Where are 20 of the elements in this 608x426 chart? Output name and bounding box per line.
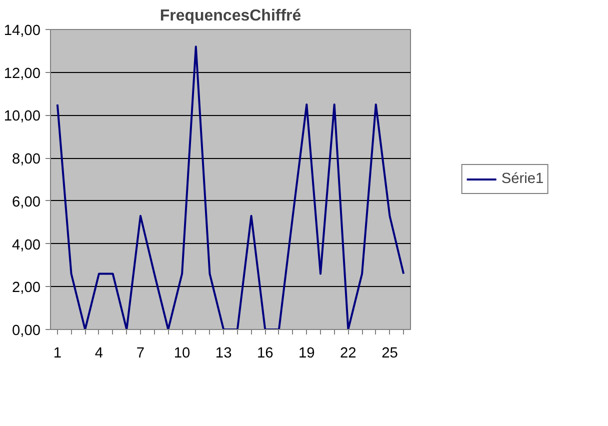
x-tick-label: 16 bbox=[256, 346, 274, 362]
x-tick-label: 1 bbox=[53, 346, 62, 362]
y-tick-label: 8,00 bbox=[12, 152, 41, 168]
y-tick-label: 10,00 bbox=[4, 108, 41, 125]
y-tick-label: 14,00 bbox=[4, 23, 41, 39]
x-tick-label: 25 bbox=[382, 346, 398, 362]
y-tick-label: 0,00 bbox=[12, 323, 41, 339]
legend-label: Série1 bbox=[501, 171, 544, 187]
x-tick-label: 4 bbox=[94, 346, 104, 362]
x-tick-label: 7 bbox=[136, 346, 145, 362]
chart-title: FrequencesChiffré bbox=[160, 8, 302, 24]
x-tick-label: 13 bbox=[215, 346, 232, 362]
y-tick-label: 4,00 bbox=[12, 237, 41, 254]
y-tick-label: 2,00 bbox=[12, 280, 41, 296]
x-tick-label: 22 bbox=[340, 346, 356, 362]
x-tick-label: 19 bbox=[298, 346, 315, 362]
x-tick-label: 10 bbox=[174, 346, 190, 362]
y-tick-label: 12,00 bbox=[4, 66, 41, 82]
line-series bbox=[56, 46, 405, 330]
y-tick-label: 6,00 bbox=[12, 194, 41, 210]
